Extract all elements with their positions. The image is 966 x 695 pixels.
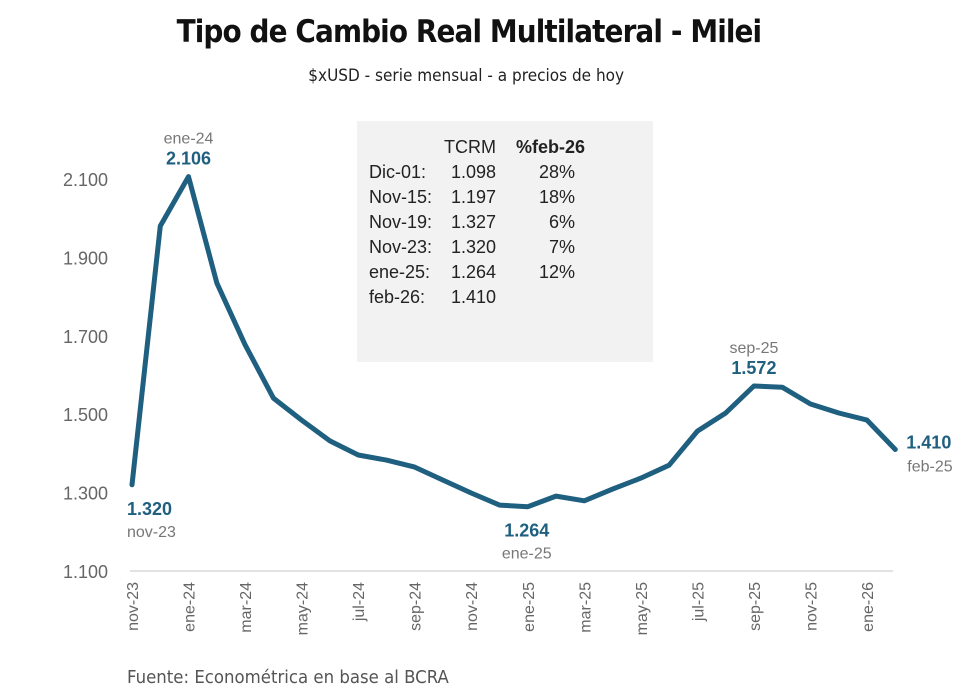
data-point (299, 418, 304, 423)
table-cell-tcrm: 1.410 (450, 287, 497, 307)
table-cell-pct: 12% (539, 262, 576, 282)
x-tick-label: jul-24 (351, 582, 368, 622)
data-point (525, 504, 530, 509)
data-point (158, 224, 163, 229)
x-tick-label: jul-25 (690, 582, 707, 622)
table-cell-tcrm: 1.327 (450, 212, 497, 232)
data-point (695, 429, 700, 434)
annotation-date: feb-25 (907, 458, 952, 475)
x-tick-label: ene-25 (521, 582, 538, 632)
data-point (638, 476, 643, 481)
x-tick-label: sep-25 (747, 582, 764, 631)
data-point (582, 498, 587, 503)
data-point (667, 463, 672, 468)
table-header-empty (369, 135, 444, 160)
table-row: ene-25: 1.264 12% (369, 260, 585, 285)
table-cell-pct: 7% (549, 237, 576, 257)
x-tick-label: ene-24 (182, 582, 199, 632)
table-header-row: TCRM %feb-26 (369, 135, 585, 160)
table-row: feb-26: 1.410 (369, 285, 585, 310)
table-header-pct: %feb-26 (516, 137, 586, 157)
x-axis: nov-23 ene-24 mar-24 may-24 jul-24 sep-24 nov-… (125, 582, 877, 635)
data-point (469, 490, 474, 495)
x-tick-label: may-25 (634, 582, 651, 635)
data-point (214, 280, 219, 285)
chart-title: Tipo de Cambio Real Multilateral - Milei (176, 14, 763, 50)
y-tick-label: 1.700 (63, 327, 108, 347)
x-tick-label: mar-25 (577, 582, 594, 633)
data-point (356, 452, 361, 457)
series-line-tcrm (129, 174, 898, 510)
data-point (497, 503, 502, 508)
table-cell-date: feb-26: (369, 287, 426, 307)
data-point (384, 458, 389, 463)
table-cell-date: Dic-01: (369, 162, 427, 182)
data-point (130, 482, 134, 487)
table-row: Nov-15: 1.197 18% (369, 185, 585, 210)
data-point (610, 487, 615, 492)
table-cell-pct (496, 285, 585, 310)
table-cell-pct: 18% (539, 187, 576, 207)
table-cell-date: ene-25: (369, 262, 431, 282)
data-point (808, 402, 813, 407)
annotation-value: 1.264 (504, 521, 549, 541)
x-tick-label: mar-24 (238, 582, 255, 633)
table-row: Dic-01: 1.098 28% (369, 160, 585, 185)
table-cell-pct: 28% (539, 162, 576, 182)
annotation-date: ene-24 (164, 131, 214, 148)
table-cell-tcrm: 1.320 (450, 237, 497, 257)
annotation-value: 1.320 (127, 499, 172, 519)
summary-table-box: TCRM %feb-26 Dic-01: 1.098 28% Nov-15: 1.197… (357, 121, 653, 362)
source-note: Fuente: Econométrica en base al BCRA (127, 667, 449, 688)
annotation-date: ene-25 (502, 546, 552, 563)
x-tick-label: nov-24 (464, 582, 481, 631)
table-row: Nov-19: 1.327 6% (369, 210, 585, 235)
y-tick-label: 2.100 (63, 170, 108, 190)
table-cell-date: Nov-15: (369, 187, 433, 207)
table-cell-tcrm: 1.098 (450, 162, 497, 182)
data-point (243, 342, 248, 347)
table-cell-tcrm: 1.197 (450, 187, 497, 207)
table-cell-date: Nov-23: (369, 237, 433, 257)
data-point (412, 465, 417, 470)
table-row: Nov-23: 1.320 7% (369, 235, 585, 260)
annotation-value: 1.572 (731, 358, 776, 378)
x-tick-label: ene-26 (860, 582, 877, 632)
x-tick-label: nov-25 (803, 582, 820, 631)
data-point (893, 447, 898, 452)
annotation-date: sep-25 (729, 340, 778, 357)
data-points (130, 174, 898, 509)
y-axis: 1.100 1.300 1.500 1.700 1.900 2.100 (63, 170, 108, 582)
annotation-date: nov-23 (127, 524, 176, 541)
x-tick-label: may-24 (295, 582, 312, 635)
data-point (186, 174, 191, 179)
summary-table: TCRM %feb-26 Dic-01: 1.098 28% Nov-15: 1.197… (369, 135, 585, 310)
table-cell-date: Nov-19: (369, 212, 433, 232)
x-tick-label: nov-23 (125, 582, 142, 631)
y-tick-label: 1.500 (63, 405, 108, 425)
data-point (271, 396, 276, 401)
table-cell-pct: 6% (549, 212, 576, 232)
annotation-value: 2.106 (166, 149, 211, 169)
chart-subtitle: $xUSD - serie mensual - a precios de hoy (308, 66, 625, 86)
data-point (780, 385, 785, 390)
data-point (554, 494, 559, 499)
data-point (865, 418, 870, 423)
table-cell-tcrm: 1.264 (450, 262, 497, 282)
data-point (440, 478, 445, 483)
table-header-tcrm: TCRM (444, 137, 497, 157)
y-tick-label: 1.900 (63, 248, 108, 268)
annotation-value: 1.410 (906, 432, 951, 452)
data-point (723, 411, 728, 416)
x-tick-label: sep-24 (408, 582, 425, 631)
y-tick-label: 1.100 (63, 562, 108, 582)
data-point (751, 383, 756, 388)
data-point (327, 438, 332, 443)
y-tick-label: 1.300 (63, 484, 108, 504)
data-point (836, 411, 841, 416)
